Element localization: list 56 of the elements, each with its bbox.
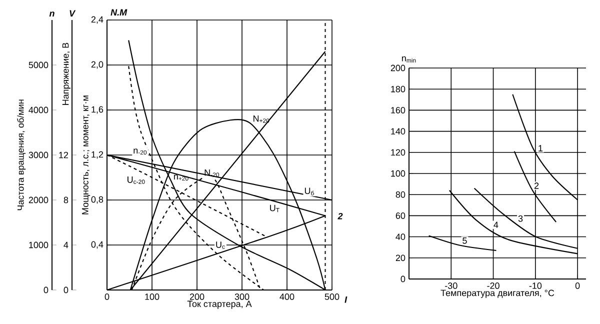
y-tick-label: 120 [391,149,406,156]
y3-tick-label: 12 [59,152,68,158]
y-tick-label: 180 [391,86,406,92]
x-tick-label: 300 [234,294,250,300]
y-tick-label: 40 [396,234,406,240]
x-tick-label: -20 [487,282,500,289]
series-label: U$_{Т}$ [270,204,280,212]
y-tick-label: 200 [390,64,406,72]
y-tick-label: 1,2 [92,151,104,159]
series-label: U$_{c-20}$ [128,176,145,184]
series-label: U$_{c}$ [216,242,225,249]
y-tick-label: 80 [396,191,406,198]
text: N.M [110,9,128,16]
series-label: 5 [462,238,467,244]
x-tick-label: 0 [104,294,110,300]
y2-tick-label: 2000 [28,196,48,204]
y3-tick-label: 8 [64,196,68,204]
text: 2 [338,212,343,220]
y-tick-label: 60 [396,212,406,219]
x-tick-label: 400 [280,294,294,300]
series-label: 1 [538,145,543,152]
x-tick-label: -30 [445,282,458,289]
y-tick-label: 0,4 [91,241,104,249]
y-tick-label: 160 [391,107,406,114]
y-tick-label: 2,4 [91,16,104,24]
text: n [49,12,54,16]
text: V [70,10,76,16]
y-axis-title: n$_{min}$ [402,56,416,62]
x-tick-label: 500 [324,294,340,300]
series-label: 2 [534,182,539,189]
series-label: 3 [518,215,523,222]
y2-tick-label: 4000 [28,106,48,114]
y-tick-label: 0,8 [91,196,104,204]
x-axis-title: Ток стартера, А [187,300,252,309]
y3-tick-label: 4 [64,242,68,248]
y2-tick-label: 1000 [29,242,48,248]
series-label: U$_{б}$ [304,188,314,196]
x-tick-label: 200 [190,294,204,300]
y-tick-label: 140 [391,128,406,134]
x-tick-label: -10 [529,282,542,289]
x-tick-label: 100 [145,294,160,300]
text: I [344,296,348,303]
y3-axis-title: Напряжение, В [62,42,70,105]
y-tick-label: 20 [396,254,406,262]
y-tick-label: 2,0 [91,61,104,69]
y2-tick-label: 3000 [28,152,48,158]
x-tick-label: 0 [575,282,580,289]
y-tick-label: 0 [400,276,406,282]
series-label: n$_{-20}$ [134,148,147,155]
y2-axis-title: Частота вращения, об/мин [17,100,26,210]
y-tick-label: 1,6 [92,106,104,114]
y2-tick-label: 5000 [28,62,48,68]
y-axis-title: Мощность, л.с.; момент, кг·м [82,96,90,214]
x-axis-title: Температура двигателя, °C [440,290,554,298]
series-label: 4 [494,222,498,228]
y-tick-label: 100 [391,170,406,177]
